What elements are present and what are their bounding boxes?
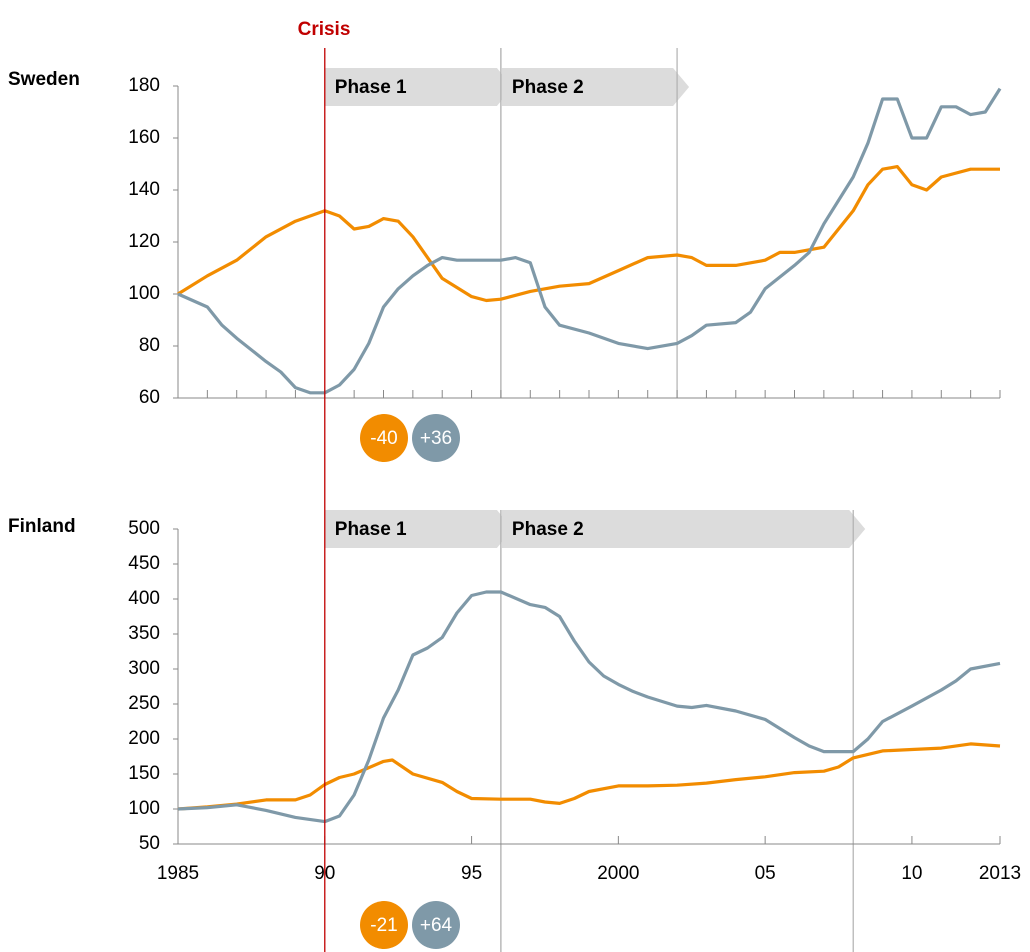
phase-banner — [324, 68, 513, 106]
y-tick-label: 100 — [128, 798, 160, 819]
phase-banner — [501, 68, 690, 106]
phase-label: Phase 1 — [335, 519, 407, 540]
phase-label: Phase 2 — [512, 77, 584, 98]
y-tick-label: 160 — [128, 127, 160, 148]
y-tick-label: 250 — [128, 693, 160, 714]
y-tick-label: 500 — [128, 518, 160, 539]
panel-title: Finland — [8, 516, 76, 537]
badge — [412, 414, 460, 462]
line-series — [177, 87, 1002, 395]
badge — [360, 414, 408, 462]
x-tick-label: 10 — [901, 863, 922, 884]
x-tick-label: 95 — [461, 863, 482, 884]
badge — [412, 901, 460, 949]
x-tick-label: 2000 — [597, 863, 639, 884]
phase-label: Phase 1 — [335, 77, 407, 98]
y-tick-label: 350 — [128, 623, 160, 644]
badge-label: +36 — [420, 428, 452, 449]
y-tick-label: 60 — [139, 387, 160, 408]
phase-banner — [501, 510, 866, 548]
x-tick-label: 05 — [755, 863, 776, 884]
y-tick-label: 80 — [139, 335, 160, 356]
phase-banner — [324, 510, 513, 548]
phase-label: Phase 2 — [512, 519, 584, 540]
y-tick-label: 140 — [128, 179, 160, 200]
x-tick-label: 2013 — [979, 863, 1021, 884]
y-tick-label: 120 — [128, 231, 160, 252]
y-tick-label: 450 — [128, 553, 160, 574]
x-tick-label: 1985 — [157, 863, 199, 884]
line-series — [177, 742, 1001, 811]
badge-label: -21 — [370, 915, 397, 936]
y-tick-label: 180 — [128, 75, 160, 96]
y-tick-label: 100 — [128, 283, 160, 304]
crisis-label: Crisis — [298, 19, 351, 40]
panel-title: Sweden — [8, 69, 80, 90]
badge-label: +64 — [420, 915, 453, 936]
y-tick-label: 200 — [128, 728, 160, 749]
line-series — [177, 165, 1000, 303]
y-tick-label: 50 — [139, 833, 160, 854]
badge-label: -40 — [370, 428, 397, 449]
line-series — [177, 590, 1001, 824]
y-tick-label: 400 — [128, 588, 160, 609]
y-tick-label: 300 — [128, 658, 160, 679]
badge — [360, 901, 408, 949]
y-tick-label: 150 — [128, 763, 160, 784]
